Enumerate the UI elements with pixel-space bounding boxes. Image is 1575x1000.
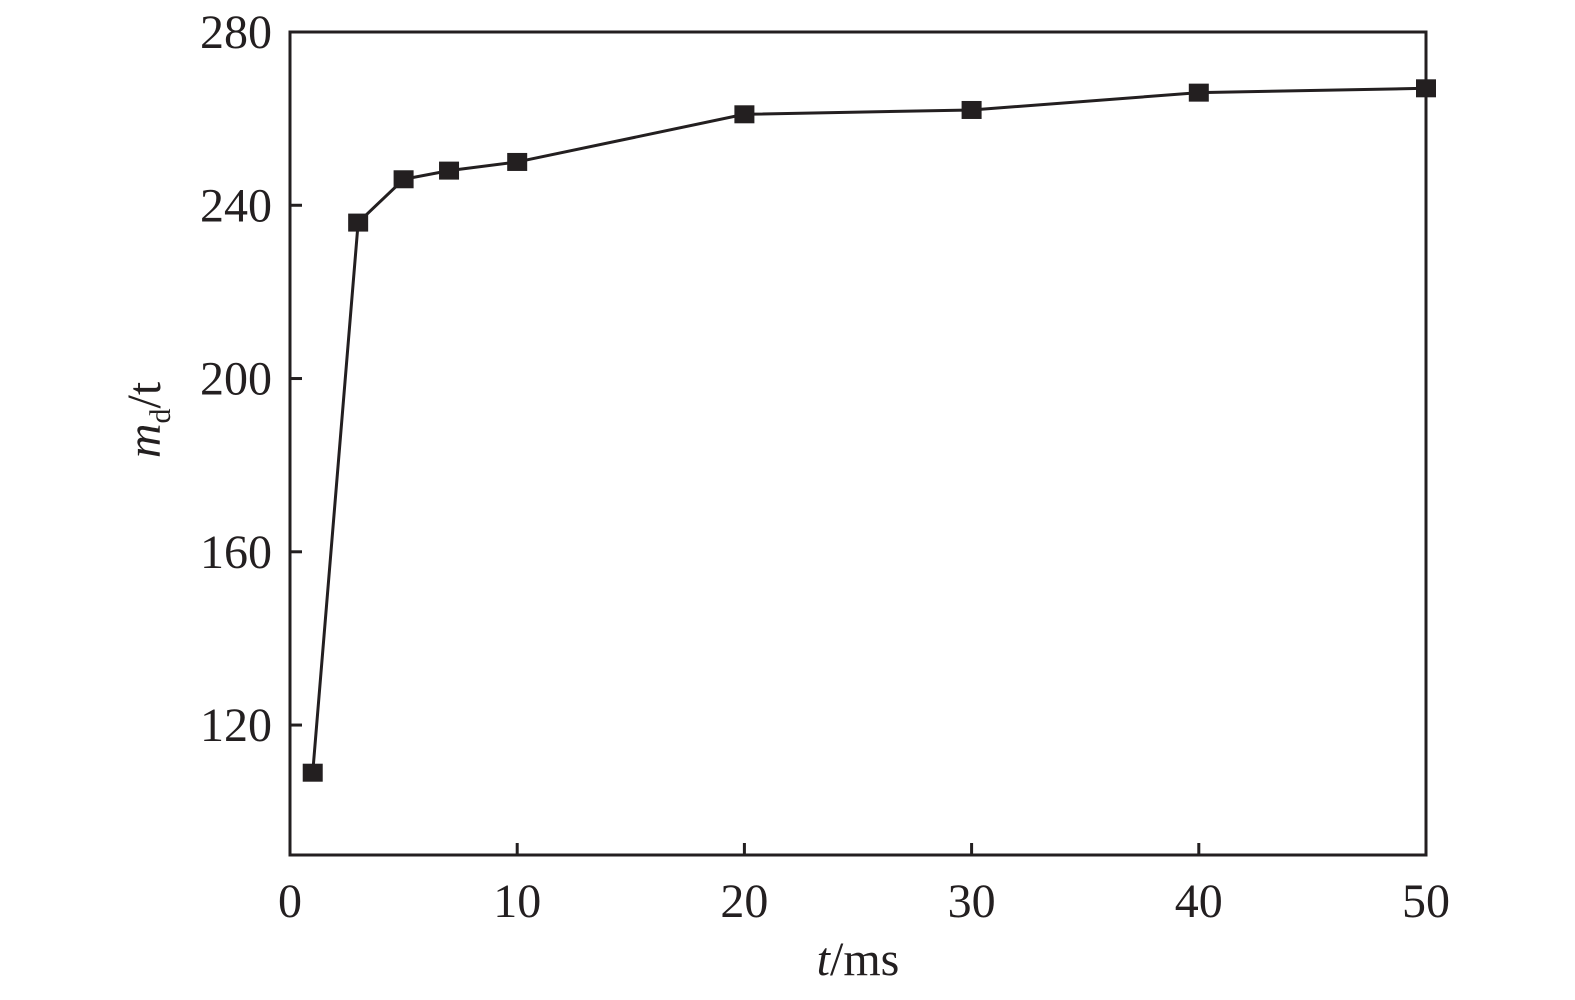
y-tick-label: 160 — [200, 526, 272, 579]
x-label-part: t — [817, 933, 832, 986]
x-tick-label: 0 — [278, 875, 302, 928]
y-label-part: /t — [118, 381, 171, 408]
data-line — [311, 86, 1427, 773]
point-marker — [734, 105, 755, 124]
x-tick-label: 40 — [1175, 875, 1223, 928]
point-marker — [393, 170, 414, 189]
x-tick-label: 20 — [720, 875, 768, 928]
x-tick-label: 50 — [1402, 875, 1450, 928]
y-label-part: d — [144, 409, 177, 424]
y-axis-label: md/t — [118, 381, 177, 458]
point-marker — [507, 152, 528, 171]
point-marker — [1188, 83, 1209, 102]
plot-frame — [288, 30, 1428, 857]
point-marker — [348, 213, 369, 232]
point-marker — [439, 161, 460, 180]
point-marker — [1416, 79, 1436, 98]
x-tick-label: 10 — [493, 875, 541, 928]
x-axis-label: t/ms — [817, 933, 900, 986]
y-label-part: m — [118, 424, 171, 459]
y-tick-label: 200 — [200, 353, 272, 406]
x-label-part: /ms — [830, 933, 899, 986]
point-marker — [961, 100, 982, 119]
y-tick-label: 240 — [200, 179, 272, 232]
y-tick-label: 280 — [200, 6, 272, 59]
y-tick-label: 120 — [200, 699, 272, 752]
point-marker — [302, 763, 323, 782]
x-tick-label: 30 — [948, 875, 996, 928]
